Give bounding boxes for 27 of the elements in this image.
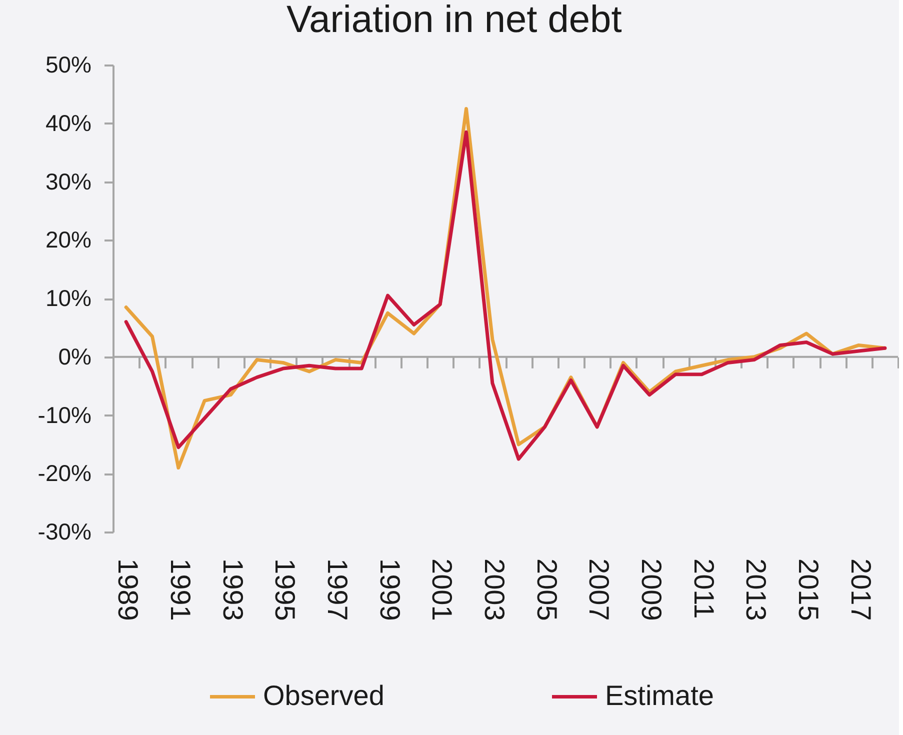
x-tick-label: 2017	[845, 558, 876, 621]
legend-label: Observed	[263, 680, 384, 711]
y-tick-label: -10%	[38, 402, 92, 428]
x-tick-label: 2015	[792, 558, 824, 621]
x-tick-label: 2003	[478, 558, 510, 621]
x-tick-label: 2005	[531, 558, 562, 621]
legend-label: Estimate	[605, 680, 714, 711]
x-tick-label: 2009	[636, 558, 667, 621]
x-tick-label: 1993	[217, 558, 248, 621]
x-tick-label: 1989	[112, 558, 144, 621]
y-tick-label: -20%	[38, 460, 92, 486]
chart-title: Variation in net debt	[286, 0, 622, 41]
y-tick-label: 40%	[45, 110, 92, 136]
y-tick-label: 10%	[45, 285, 92, 311]
x-tick-label: 2011	[688, 558, 720, 619]
y-tick-label: 0%	[58, 343, 92, 370]
y-tick-label: 50%	[45, 52, 92, 78]
x-tick-label: 2007	[584, 558, 615, 621]
y-tick-label: 20%	[45, 226, 92, 253]
x-tick-label: 1995	[270, 558, 301, 621]
x-tick-label: 2013	[740, 558, 772, 621]
x-tick-label: 1997	[322, 558, 353, 621]
x-tick-label: 1999	[374, 558, 406, 621]
y-tick-label: 30%	[45, 168, 92, 194]
x-tick-label: 2001	[426, 558, 458, 621]
y-tick-label: -30%	[38, 518, 92, 544]
x-tick-label: 1991	[164, 558, 196, 621]
